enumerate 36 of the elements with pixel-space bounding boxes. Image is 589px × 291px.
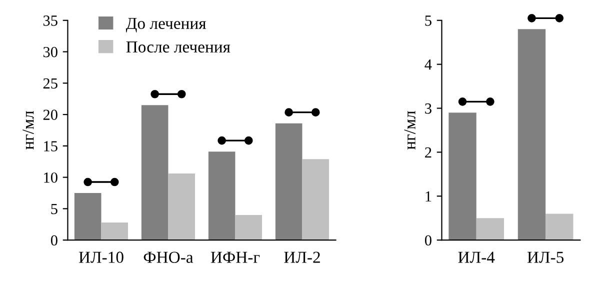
x-tick-label: ИЛ-4 [458, 252, 495, 263]
x-tick-label: ИФН-г [210, 252, 260, 263]
y-tick-label: 15 [44, 141, 58, 152]
y-tick-label: 0 [50, 235, 58, 246]
bar [275, 123, 302, 240]
bar [546, 214, 574, 240]
legend-label: После лечения [126, 41, 230, 53]
legend-label: До лечения [126, 18, 206, 32]
bar [235, 214, 262, 240]
y-tick-label: 20 [43, 110, 58, 120]
bar [168, 174, 196, 240]
bar [448, 112, 476, 240]
x-tick-label: ИЛ-10 [78, 252, 124, 263]
y-tick-label: 25 [43, 78, 58, 89]
y-tick-label: 10 [44, 172, 58, 183]
y-tick-label: 2 [425, 147, 432, 158]
x-tick-label: ИЛ-5 [527, 252, 564, 263]
y-tick-label: 0 [424, 235, 432, 246]
y-axis-title: нг/мл [22, 110, 34, 150]
bar [101, 222, 128, 240]
y-tick-label: 4 [424, 60, 432, 70]
y-tick-label: 1 [426, 191, 432, 202]
bar [476, 218, 504, 240]
y-tick-label: 5 [425, 16, 432, 26]
y-tick-label: 5 [51, 204, 58, 214]
x-tick-label: ФНО-a [144, 252, 194, 263]
y-tick-label: 30 [43, 46, 58, 58]
x-tick-label: ИЛ-2 [284, 252, 320, 263]
bar [74, 192, 102, 240]
y-axis-title: нг/мл [404, 110, 416, 150]
bar [208, 152, 236, 240]
y-tick-label: 35 [43, 16, 58, 26]
y-tick-label: 3 [425, 103, 432, 114]
bar [302, 159, 330, 240]
bar [141, 105, 168, 240]
bar [518, 29, 546, 240]
